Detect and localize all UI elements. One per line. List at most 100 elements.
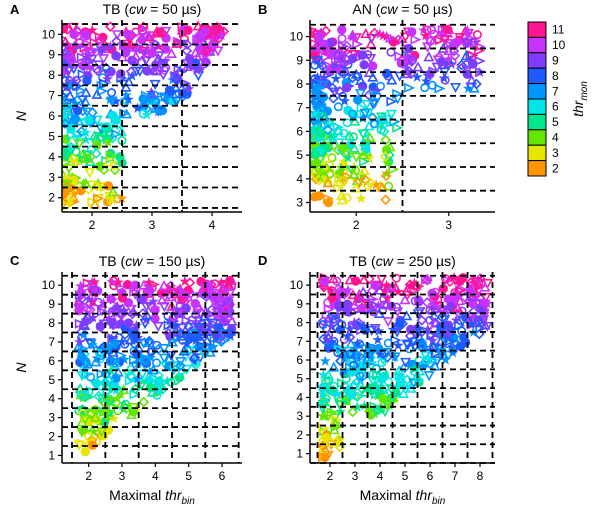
data-point bbox=[358, 164, 370, 175]
data-point bbox=[395, 380, 405, 390]
data-point bbox=[107, 88, 117, 98]
data-point bbox=[366, 325, 378, 336]
data-point bbox=[138, 109, 148, 119]
data-point bbox=[479, 281, 491, 292]
data-point bbox=[420, 30, 431, 41]
data-point bbox=[120, 47, 132, 58]
y-tick-label: 6 bbox=[296, 353, 303, 367]
data-point bbox=[454, 320, 466, 331]
data-point bbox=[456, 59, 467, 71]
data-point bbox=[348, 142, 360, 153]
data-point bbox=[353, 351, 365, 362]
data-point bbox=[353, 178, 365, 189]
data-point bbox=[421, 297, 433, 308]
data-point bbox=[107, 294, 119, 305]
data-point bbox=[80, 126, 92, 138]
data-point bbox=[144, 375, 154, 385]
x-tick-label: 7 bbox=[452, 469, 459, 483]
data-point bbox=[200, 316, 213, 327]
data-point bbox=[312, 71, 324, 83]
data-point bbox=[357, 50, 368, 60]
data-point bbox=[157, 27, 168, 39]
data-point bbox=[194, 323, 206, 334]
data-point bbox=[91, 115, 103, 126]
colorbar-label: 11 bbox=[552, 23, 565, 37]
data-point bbox=[152, 358, 162, 368]
data-point bbox=[180, 352, 192, 363]
data-point bbox=[333, 54, 346, 65]
data-point bbox=[171, 96, 183, 107]
data-point bbox=[160, 26, 172, 37]
data-point bbox=[323, 304, 335, 315]
data-point bbox=[460, 50, 472, 61]
colorbar-label: 3 bbox=[552, 146, 559, 160]
y-tick-label: 6 bbox=[296, 124, 303, 138]
data-point bbox=[350, 182, 362, 193]
data-point bbox=[423, 371, 435, 382]
colorbar-swatch bbox=[527, 52, 547, 69]
data-point bbox=[367, 99, 379, 110]
data-point bbox=[320, 25, 332, 37]
data-point bbox=[395, 318, 405, 328]
data-point bbox=[350, 68, 362, 79]
data-point bbox=[475, 323, 487, 334]
data-point bbox=[420, 83, 430, 93]
data-point bbox=[95, 352, 107, 363]
data-point bbox=[138, 279, 150, 290]
data-point bbox=[99, 122, 111, 133]
data-point bbox=[311, 56, 324, 67]
colorbar-label: 8 bbox=[552, 69, 559, 83]
y-tick-label: 6 bbox=[48, 109, 55, 123]
data-point bbox=[442, 329, 454, 341]
data-point bbox=[442, 350, 454, 361]
data-point bbox=[318, 75, 329, 87]
data-point bbox=[100, 62, 112, 74]
colorbar-swatch bbox=[527, 129, 547, 146]
data-point bbox=[215, 29, 228, 41]
data-point bbox=[73, 139, 85, 150]
data-point bbox=[69, 188, 81, 199]
x-axis-label: Maximal thrbin bbox=[109, 487, 195, 507]
panel-title: TB (cw = 250 µs) bbox=[349, 253, 456, 269]
y-tick-label: 2 bbox=[296, 428, 303, 442]
data-point bbox=[81, 31, 92, 41]
data-point bbox=[310, 108, 321, 119]
panel-letter: C bbox=[10, 253, 20, 268]
data-point bbox=[183, 321, 194, 333]
data-point bbox=[66, 130, 79, 141]
y-tick-label: 6 bbox=[48, 354, 55, 368]
data-point bbox=[95, 46, 107, 57]
data-point bbox=[331, 388, 343, 399]
data-point bbox=[394, 71, 406, 82]
data-point bbox=[123, 76, 135, 87]
data-point bbox=[62, 179, 73, 190]
data-point bbox=[156, 294, 168, 305]
data-point bbox=[449, 331, 462, 342]
data-point bbox=[419, 351, 432, 362]
data-point bbox=[102, 73, 114, 84]
data-point bbox=[190, 299, 201, 309]
data-point bbox=[428, 354, 440, 365]
data-point bbox=[89, 411, 101, 422]
data-point bbox=[206, 304, 218, 315]
y-tick-label: 7 bbox=[48, 335, 55, 349]
data-point bbox=[421, 355, 431, 365]
data-point bbox=[179, 82, 191, 93]
data-point bbox=[183, 83, 195, 94]
data-point bbox=[358, 149, 370, 160]
data-point bbox=[107, 186, 119, 197]
data-point bbox=[140, 302, 153, 313]
data-point bbox=[333, 51, 343, 61]
data-point bbox=[436, 57, 446, 67]
data-point bbox=[325, 437, 335, 447]
data-point bbox=[339, 95, 351, 106]
data-point bbox=[146, 44, 158, 55]
data-point bbox=[317, 315, 329, 327]
data-point bbox=[107, 317, 117, 328]
data-point bbox=[404, 82, 416, 93]
data-point bbox=[174, 357, 187, 368]
data-point bbox=[364, 354, 376, 365]
data-point bbox=[407, 27, 417, 37]
data-point bbox=[443, 44, 455, 55]
data-point bbox=[319, 355, 331, 366]
